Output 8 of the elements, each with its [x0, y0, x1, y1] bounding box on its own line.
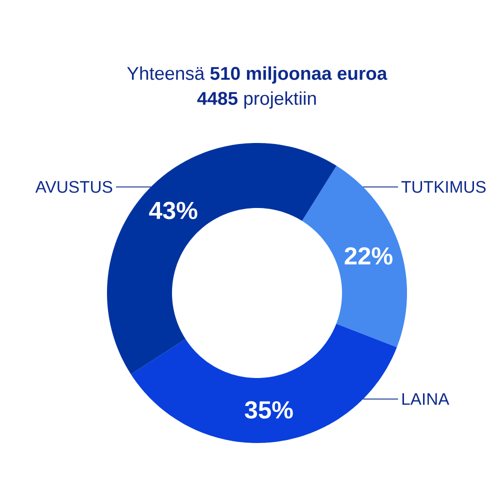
data-label: 35% [244, 401, 293, 419]
slice-label: LAINA [402, 393, 450, 405]
slice-label: AVUSTUS [35, 181, 112, 193]
data-label: 22% [344, 247, 392, 265]
chart-subtitle: 4485 projektiin [197, 91, 316, 109]
data-label: 43% [149, 202, 198, 220]
chart-title: Yhteensä 510 miljoonaa euroa [127, 66, 388, 84]
slice-label: TUTKIMUS [401, 181, 486, 193]
